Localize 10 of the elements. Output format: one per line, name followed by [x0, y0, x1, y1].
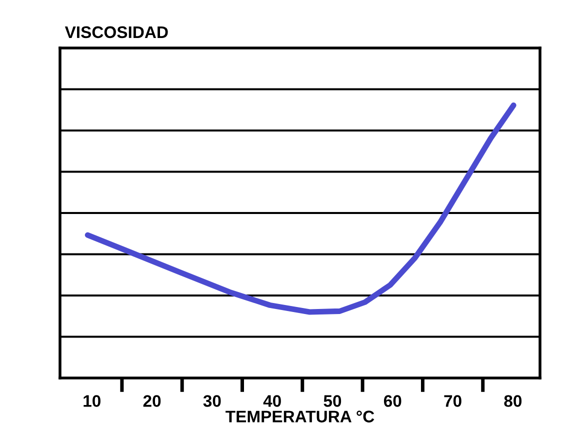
x-tick-label: 60	[384, 395, 402, 407]
x-axis-title: TEMPERATURA °C	[226, 410, 374, 422]
x-tick-label: 10	[84, 395, 100, 407]
x-tick-label: 80	[504, 395, 522, 407]
x-tick-label: 30	[203, 395, 221, 407]
x-tick-label: 50	[324, 395, 342, 407]
x-tick-label: 70	[444, 395, 462, 407]
x-tick-label: 40	[263, 395, 281, 407]
x-tick-label: 20	[143, 395, 161, 407]
y-axis-title: VISCOSIDAD	[64, 26, 168, 38]
